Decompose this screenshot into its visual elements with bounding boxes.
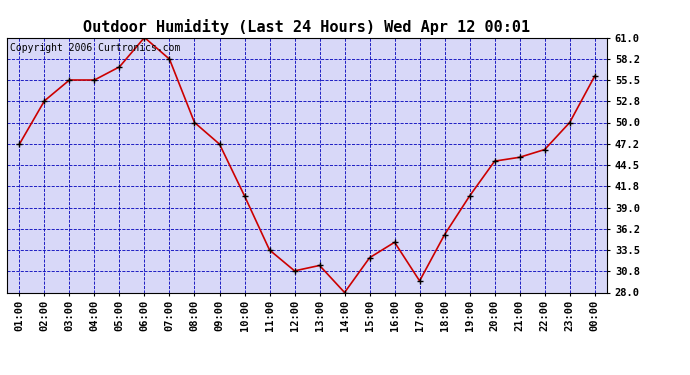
Text: Copyright 2006 Curtronics.com: Copyright 2006 Curtronics.com — [10, 43, 180, 52]
Title: Outdoor Humidity (Last 24 Hours) Wed Apr 12 00:01: Outdoor Humidity (Last 24 Hours) Wed Apr… — [83, 19, 531, 35]
